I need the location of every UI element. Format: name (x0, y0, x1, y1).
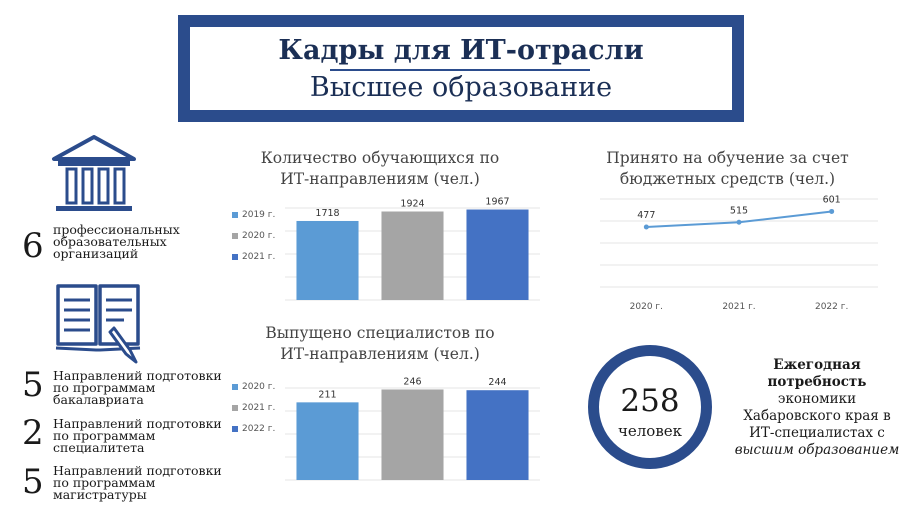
need-description: Ежегодная потребность экономики Хабаровс… (732, 357, 902, 459)
stat-value-master: 5 (22, 462, 44, 502)
page-title: Кадры для ИТ-отрасли (278, 35, 644, 66)
need-line: экономики (777, 391, 857, 407)
data-label: 244 (488, 377, 506, 388)
chart-graduates-legend: 2020 г. 2021 г. 2022 г. (232, 376, 275, 439)
legend-item: 2019 г. (232, 204, 275, 225)
chart-students-title: Количество обучающихся по ИТ-направления… (260, 149, 500, 188)
legend-swatch (232, 425, 238, 432)
open-book-icon (55, 284, 141, 364)
data-point (736, 219, 742, 225)
bar (296, 402, 359, 480)
legend-item: 2021 г. (232, 246, 275, 267)
data-label: 246 (403, 376, 421, 387)
need-line: потребность (767, 374, 867, 390)
legend-item: 2021 г. (232, 397, 275, 418)
legend-swatch (232, 404, 238, 411)
bar (381, 389, 444, 480)
x-tick-label: 2022 г. (815, 302, 848, 312)
bar (296, 220, 359, 300)
bar (466, 390, 529, 480)
legend-item: 2020 г. (232, 225, 275, 246)
stat-value-bachelor: 5 (22, 365, 44, 405)
legend-item: 2022 г. (232, 418, 275, 439)
legend-item: 2020 г. (232, 376, 275, 397)
stat-text-bachelor: Направлений подготовки по программам бак… (53, 368, 222, 407)
legend-label: 2020 г. (242, 381, 276, 392)
data-label: 477 (637, 210, 655, 221)
data-point (643, 224, 649, 230)
need-line: высшим образованием (734, 442, 900, 458)
header-banner: Кадры для ИТ-отрасли Высшее образование (178, 15, 744, 122)
legend-swatch (232, 211, 238, 218)
data-label: 1718 (315, 208, 339, 219)
legend-label: 2021 г. (242, 251, 276, 262)
chart-students-legend: 2019 г. 2020 г. 2021 г. (232, 204, 275, 267)
need-line: ИТ-специалистах с (749, 425, 885, 441)
need-unit: человек (617, 422, 683, 440)
need-ring: 258 человек (588, 345, 712, 469)
need-value: 258 (620, 383, 680, 419)
need-line: Хабаровского края в (743, 408, 891, 424)
legend-swatch (232, 232, 238, 239)
chart-students: 1718 1924 1967 (285, 197, 540, 301)
chart-admitted-title: Принято на обучение за счет бюджетных ср… (606, 149, 849, 188)
legend-label: 2020 г. (242, 230, 276, 241)
stat-value-specialist: 2 (22, 413, 44, 453)
stat-text-master: Направлений подготовки по программам маг… (53, 463, 222, 502)
data-label: 1924 (400, 198, 424, 209)
stat-value-organizations: 6 (22, 226, 44, 266)
legend-swatch (232, 253, 238, 260)
chart-graduates-title: Выпущено специалистов по ИТ-направлениям… (265, 324, 495, 363)
header-inner: Кадры для ИТ-отрасли Высшее образование (190, 27, 732, 110)
data-point (829, 208, 835, 214)
chart-admitted: 477 2020 г. 515 2021 г. 601 2022 г. (600, 195, 878, 312)
institution-icon (52, 135, 136, 211)
legend-label: 2019 г. (242, 209, 276, 220)
page-subtitle: Высшее образование (309, 72, 613, 103)
stat-text-organizations: профессиональных образовательных организ… (53, 222, 180, 261)
data-label: 1967 (485, 197, 509, 208)
chart-graduates: 211 246 244 (285, 376, 540, 481)
bar (381, 211, 444, 300)
data-label: 515 (730, 205, 748, 216)
bar (466, 209, 529, 300)
title-underline (330, 69, 590, 71)
data-label: 601 (823, 195, 841, 205)
data-label: 211 (318, 389, 336, 400)
legend-label: 2021 г. (242, 402, 276, 413)
need-line: Ежегодная (773, 357, 861, 373)
legend-swatch (232, 383, 238, 390)
stat-text-specialist: Направлений подготовки по программам спе… (53, 416, 222, 455)
x-tick-label: 2020 г. (630, 302, 663, 312)
x-tick-label: 2021 г. (722, 302, 755, 312)
legend-label: 2022 г. (242, 423, 276, 434)
